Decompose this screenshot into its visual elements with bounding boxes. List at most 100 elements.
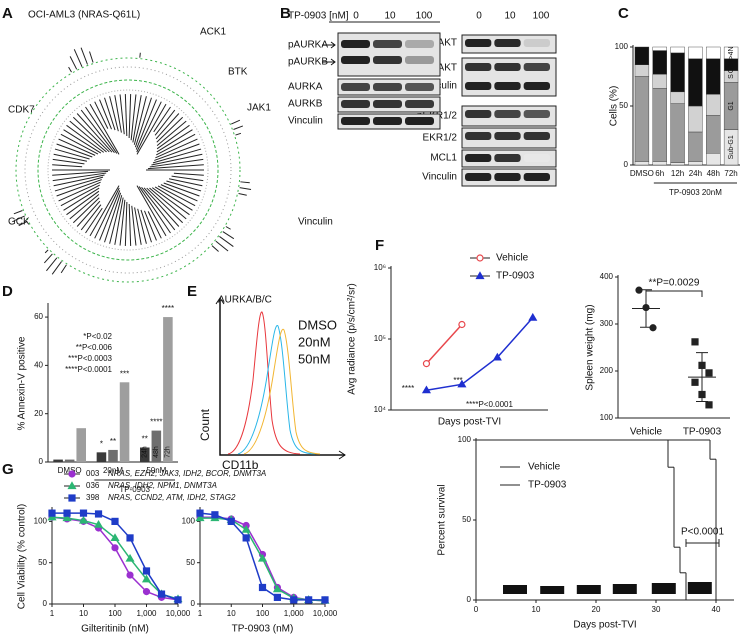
blot-band bbox=[465, 63, 492, 71]
tree-branch bbox=[163, 182, 200, 197]
tree-branch bbox=[53, 174, 105, 187]
x-tick-label: 48h bbox=[707, 169, 720, 178]
tree-branch bbox=[147, 164, 204, 170]
tree-branch bbox=[128, 203, 132, 246]
treatment-block bbox=[540, 586, 565, 594]
arrow bbox=[322, 41, 336, 66]
bar-segment bbox=[652, 50, 667, 75]
bar-segment bbox=[634, 161, 650, 166]
x-tick-label: 50nM bbox=[146, 466, 166, 475]
point bbox=[47, 512, 57, 521]
blot-band bbox=[405, 40, 434, 48]
annotation: *** bbox=[453, 376, 462, 385]
x-axis-label: Days post-TVI bbox=[573, 620, 636, 631]
point bbox=[257, 553, 268, 562]
tree-branch bbox=[151, 187, 190, 216]
blot-band bbox=[523, 173, 550, 181]
blot-band bbox=[523, 39, 550, 47]
blot-band bbox=[373, 40, 402, 48]
blot-band bbox=[494, 154, 521, 162]
point bbox=[321, 596, 329, 604]
tree-branch bbox=[119, 199, 126, 246]
blot-band bbox=[465, 132, 492, 140]
tree-branch bbox=[136, 103, 167, 155]
bar bbox=[151, 430, 162, 462]
kinase-spike bbox=[51, 261, 62, 275]
kinase-spike bbox=[13, 210, 23, 215]
dose: 0 bbox=[476, 11, 482, 22]
tree-branch bbox=[69, 120, 107, 153]
tree-branch bbox=[168, 178, 203, 187]
kinome-tree bbox=[13, 47, 252, 283]
y-tick-label: 300 bbox=[600, 319, 614, 328]
blot-band bbox=[405, 83, 434, 91]
bracket bbox=[645, 290, 703, 297]
series-label: 72h bbox=[165, 446, 172, 458]
tree-branch bbox=[153, 106, 171, 133]
treatment-block bbox=[651, 583, 676, 594]
legend-description: NRAS, EZH2, JAK3, IDH2, BCOR, DNMT3A bbox=[108, 469, 266, 478]
treatment-block bbox=[612, 584, 637, 594]
point bbox=[492, 352, 502, 361]
tree-branch bbox=[114, 95, 122, 133]
blot bbox=[337, 32, 441, 77]
legend-label: 036 bbox=[86, 481, 100, 490]
dose: 0 bbox=[353, 11, 359, 22]
bar-segment bbox=[688, 58, 703, 107]
point bbox=[195, 513, 205, 522]
legend-label: TP-0903 bbox=[528, 480, 567, 491]
bar-segment bbox=[634, 64, 650, 77]
y-tick-label: 200 bbox=[600, 366, 614, 375]
tree-branch bbox=[134, 97, 152, 148]
treatment-block bbox=[687, 582, 712, 594]
x-tick-label: DMSO bbox=[630, 169, 654, 178]
point bbox=[241, 524, 251, 533]
tree-branch bbox=[133, 96, 147, 145]
tree-branch bbox=[54, 176, 104, 192]
bar-segment bbox=[706, 152, 721, 166]
legend-description: NRAS, CCND2, ATM, IDH2, STAG2 bbox=[108, 493, 236, 502]
y-tick-label: 0 bbox=[39, 457, 44, 466]
x-axis-label: Days post-TVI bbox=[438, 417, 501, 428]
x-tick-label: 10 bbox=[532, 605, 541, 614]
kinase-label: CDK7 bbox=[8, 105, 35, 116]
tree-branch bbox=[132, 95, 142, 143]
y-tick-label: 50 bbox=[619, 101, 628, 110]
series-label: 48h bbox=[153, 446, 160, 458]
point bbox=[94, 510, 103, 518]
bar-segment bbox=[706, 46, 721, 60]
series-label: G2/M bbox=[728, 56, 735, 73]
tree-branch bbox=[156, 116, 184, 143]
blot-band bbox=[341, 100, 370, 108]
blot-band bbox=[405, 117, 434, 125]
note: **P<0.006 bbox=[76, 343, 113, 352]
series-label: S bbox=[728, 74, 735, 79]
blot-band bbox=[405, 100, 434, 108]
blot-band bbox=[373, 100, 402, 108]
y-tick-label: 10⁶ bbox=[374, 263, 386, 272]
kinase-spike bbox=[69, 56, 78, 70]
x-tick-label: 30 bbox=[652, 605, 661, 614]
blot-band bbox=[523, 82, 550, 90]
significance: **** bbox=[162, 304, 174, 313]
point bbox=[142, 567, 151, 575]
bar bbox=[96, 452, 107, 462]
panel-label: B bbox=[280, 5, 291, 22]
y-tick-label: 60 bbox=[34, 312, 43, 321]
tree-branch bbox=[143, 187, 180, 227]
blot-band bbox=[465, 173, 492, 181]
flow-legend: 20nM bbox=[298, 334, 331, 349]
point bbox=[63, 509, 71, 517]
tree-branch bbox=[166, 180, 202, 192]
series-line bbox=[51, 516, 179, 601]
tree-branch bbox=[69, 194, 100, 220]
tree-branch bbox=[136, 185, 167, 237]
legend-description: NRAS, IDH2, NPM1, DNMT3A bbox=[108, 481, 217, 490]
y-tick-label: 0 bbox=[624, 160, 629, 169]
tree-branch bbox=[171, 175, 204, 182]
x-axis-label: TP-0903 (nM) bbox=[232, 624, 294, 635]
blot-label: pAKT bbox=[432, 38, 457, 49]
series-line bbox=[52, 512, 179, 601]
bar-segment bbox=[670, 46, 685, 54]
